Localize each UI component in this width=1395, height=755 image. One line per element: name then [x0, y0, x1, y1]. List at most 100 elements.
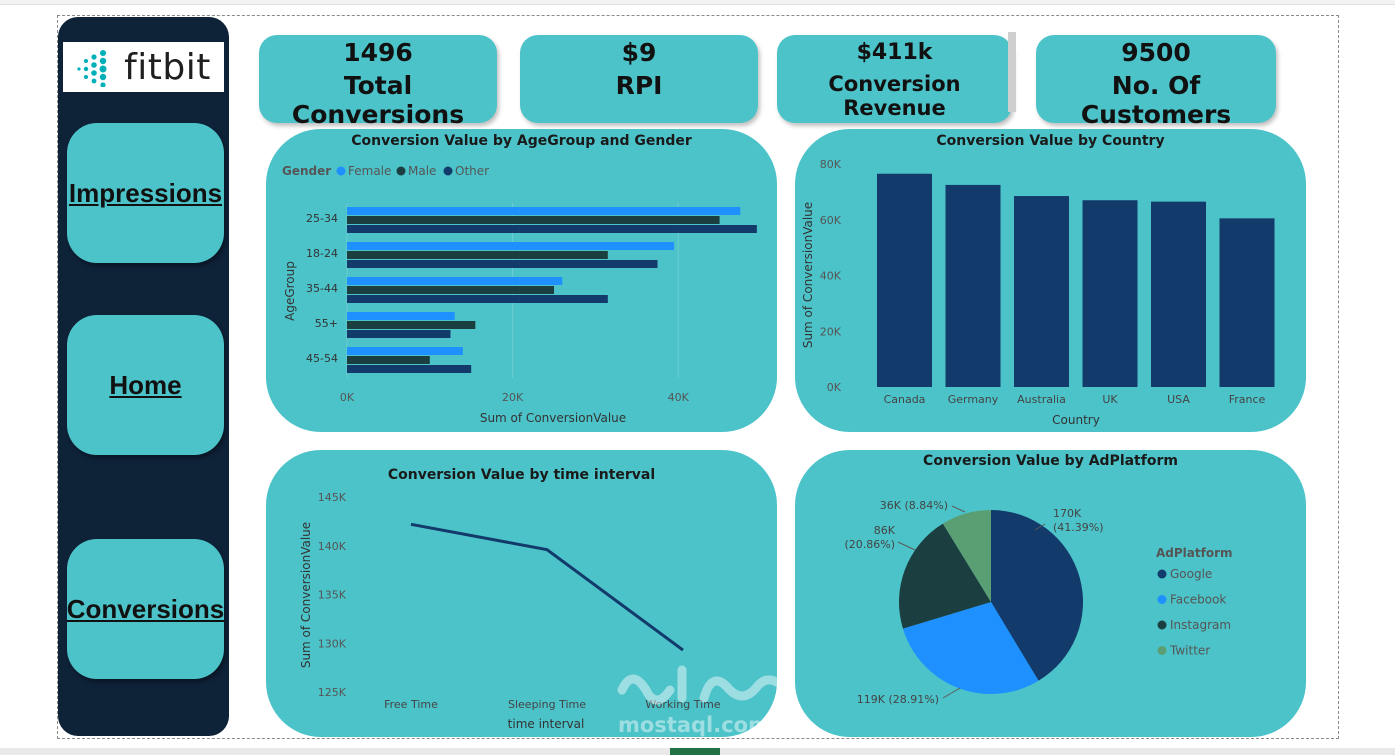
agegroup-chart: Gender Female Male Other AgeGroup Sum of…	[282, 164, 757, 425]
data-label: (20.86%)	[844, 538, 895, 551]
bar-other	[347, 330, 451, 338]
fitbit-dots-icon	[77, 50, 107, 87]
data-label: 86K	[874, 524, 896, 537]
y-tick-label: 18-24	[306, 247, 338, 260]
bar-other	[347, 225, 757, 233]
bar-female	[347, 242, 675, 250]
x-tick-label: Sleeping Time	[508, 698, 586, 711]
country-bar	[1151, 201, 1206, 387]
leader-line	[942, 687, 961, 699]
y-tick-label: 60K	[820, 214, 842, 227]
leader-line	[951, 505, 966, 513]
bar-other	[347, 365, 472, 373]
kpi-divider	[1008, 32, 1016, 112]
nav-home-label: Home	[109, 369, 182, 400]
bar-other	[347, 295, 608, 303]
y-tick-label: 35-44	[306, 282, 338, 295]
x-tick-label: Working Time	[645, 698, 721, 711]
pie-slice-google	[991, 510, 1083, 681]
x-tick-label: 40K	[668, 391, 690, 404]
x-axis-label: Country	[1052, 413, 1100, 427]
country-chart-panel: Conversion Value by Country Sum of Conve…	[795, 129, 1306, 432]
legend-label: Facebook	[1170, 593, 1226, 607]
chart-title: Conversion Value by Country	[936, 133, 1165, 149]
chart-title: Conversion Value by AgeGroup and Gender	[351, 133, 692, 149]
logo-text: fitbit	[124, 46, 211, 88]
y-tick-label: 135K	[318, 589, 347, 602]
legend-other: Other	[455, 164, 489, 178]
adplatform-chart-panel: Conversion Value by AdPlatform AdPlatfor…	[795, 450, 1306, 737]
x-tick-label: 0K	[340, 391, 355, 404]
kpi-value: $9	[621, 38, 657, 67]
legend-male: Male	[408, 164, 436, 178]
nav-impressions-label: Impressions	[68, 177, 223, 208]
nav-conversions-button[interactable]: Conversions	[67, 539, 224, 679]
nav-impressions-button[interactable]: Impressions	[67, 123, 224, 263]
y-tick-label: 20K	[820, 325, 842, 338]
x-tick-label: USA	[1167, 393, 1190, 406]
y-tick-label: 125K	[318, 686, 347, 699]
y-tick-label: 80K	[820, 158, 842, 171]
y-tick-label: 0K	[827, 381, 842, 394]
time-interval-chart: Sum of ConversionValue time interval 125…	[299, 491, 721, 731]
nav-home-button[interactable]: Home	[67, 315, 224, 455]
kpi-total-conversions: 1496 Total Conversions	[259, 35, 497, 129]
y-tick-label: 140K	[318, 540, 347, 553]
line-series	[410, 522, 684, 652]
kpi-conversion-revenue: $411k Conversion Revenue	[777, 35, 1012, 123]
country-bar	[1082, 200, 1138, 387]
leader-line	[1034, 523, 1046, 531]
y-tick-label: 55+	[315, 317, 338, 330]
kpi-label: No. Of Customers	[1080, 71, 1232, 129]
legend-marker	[1157, 595, 1167, 604]
x-tick-label: Free Time	[384, 698, 438, 711]
bar-female	[347, 277, 563, 285]
x-tick-label: France	[1229, 393, 1266, 406]
data-label: 170K	[1053, 507, 1082, 520]
y-axis-label: AgeGroup	[283, 261, 297, 321]
bar-male	[347, 321, 476, 329]
active-sheet-tab[interactable]	[670, 748, 720, 755]
kpi-label: RPI	[615, 71, 663, 100]
adplatform-chart: AdPlatform 170K(41.39%) 119K (28.91%) 86K(…	[844, 499, 1233, 706]
bar-other	[347, 260, 658, 268]
country-bar	[1014, 196, 1069, 387]
x-tick-label: 20K	[502, 391, 524, 404]
legend-marker	[1157, 569, 1167, 579]
x-axis-label: Sum of ConversionValue	[480, 411, 626, 425]
x-tick-label: Australia	[1017, 393, 1066, 406]
kpi-rpi: $9 RPI	[520, 35, 758, 123]
y-tick-label: 145K	[318, 491, 347, 504]
country-bar	[945, 184, 1001, 387]
pie-slice-facebook	[902, 602, 1039, 694]
pie-slice-twitter	[942, 510, 991, 602]
kpi-value: 1496	[343, 38, 413, 67]
country-bar	[1219, 218, 1275, 387]
bar-male	[347, 286, 554, 294]
y-tick-label: 25-34	[306, 212, 338, 225]
legend-title: Gender	[282, 164, 331, 178]
x-tick-label: Canada	[884, 393, 926, 406]
data-label: (41.39%)	[1053, 521, 1104, 534]
country-bar	[877, 173, 932, 387]
legend-title: AdPlatform	[1156, 546, 1233, 560]
agegroup-chart-panel: Conversion Value by AgeGroup and Gender …	[266, 129, 777, 432]
bar-female	[347, 347, 463, 355]
chart-title: Conversion Value by time interval	[387, 467, 656, 483]
bar-male	[347, 356, 430, 364]
kpi-label: Conversion Revenue	[828, 72, 961, 120]
chart-title: Conversion Value by AdPlatform	[923, 453, 1178, 469]
legend-label: Google	[1170, 567, 1212, 581]
y-tick-label: 40K	[820, 270, 842, 283]
legend-label: Twitter	[1169, 644, 1210, 658]
country-chart: Sum of ConversionValue Country 0K 20K 40K 6…	[801, 158, 1275, 427]
bar-male	[347, 251, 608, 259]
leader-line	[897, 541, 916, 551]
top-toolbar-strip	[0, 0, 1395, 5]
data-label: 119K (28.91%)	[857, 693, 939, 706]
legend-female-marker	[336, 166, 346, 176]
kpi-customers: 9500 No. Of Customers	[1036, 35, 1276, 129]
kpi-label: Total Conversions	[291, 71, 465, 129]
legend-female: Female	[348, 164, 391, 178]
legend-marker	[1157, 620, 1167, 630]
